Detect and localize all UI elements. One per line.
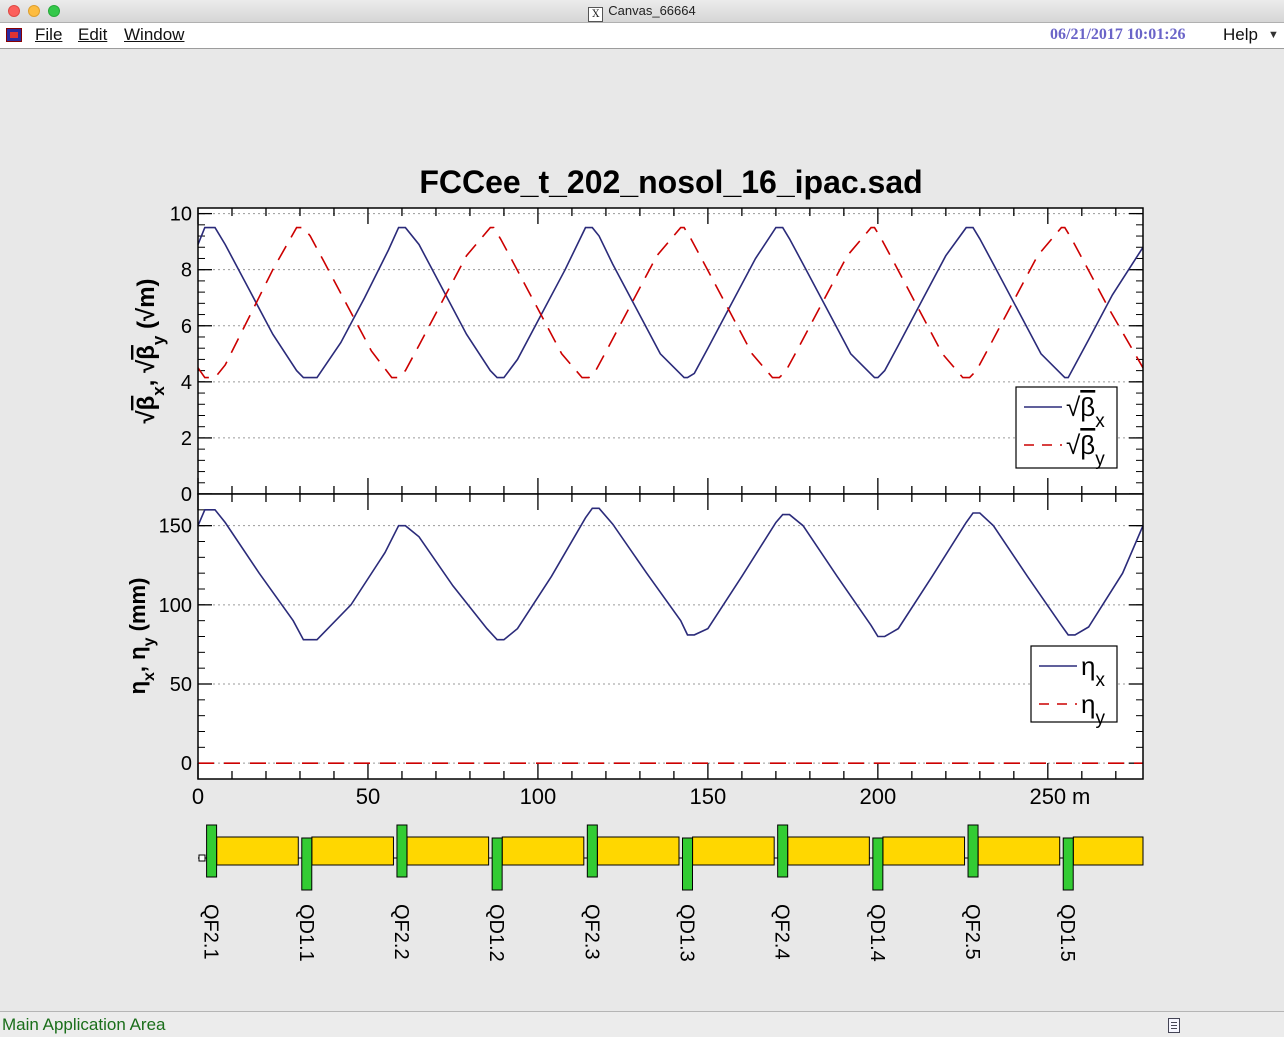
xtick-label: 250 (1029, 784, 1066, 809)
x11-icon: X (588, 7, 604, 22)
quadrupole-magnet (777, 824, 789, 878)
quadrupole-magnet (206, 824, 218, 878)
dipole-magnet (501, 836, 585, 866)
magnet-label: QD1.3 (675, 904, 697, 962)
zoom-window-button[interactable] (48, 5, 60, 17)
panel-2-ytick-label: 150 (159, 516, 192, 538)
menu-file[interactable]: File (35, 25, 63, 44)
legend-1-label-1: √βy (1066, 430, 1105, 470)
panel-1-ytick-label: 0 (181, 484, 192, 506)
panel-1-ytick-label: 8 (181, 260, 192, 282)
quadrupole-magnet (967, 824, 979, 878)
legend-2-label-1: ηy (1081, 689, 1105, 729)
magnet-label: QF2.5 (961, 904, 983, 960)
panel-2-frame (197, 493, 1144, 780)
x-axis-unit-label: m (1072, 784, 1090, 809)
panel-1-ylabel: √βx, √βy (√m) (133, 278, 168, 423)
menu-edit[interactable]: Edit (78, 25, 108, 44)
status-bar: Main Application Area (0, 1011, 1284, 1037)
panel-1-ytick-label: 4 (181, 372, 192, 394)
magnet-label: QD1.1 (295, 904, 317, 962)
magnet-label: QD1.2 (485, 904, 507, 962)
magnet-label: QF2.1 (200, 904, 222, 960)
panel-1-ytick-label: 2 (181, 428, 192, 450)
panel-2-series-x-line (197, 507, 1144, 641)
dipole-magnet (1072, 836, 1144, 866)
panel-2-ylabel: ηx, ηy (mm) (125, 578, 158, 695)
root-app-icon[interactable] (6, 28, 22, 42)
quadrupole-magnet (396, 824, 408, 878)
document-icon[interactable] (1168, 1018, 1180, 1033)
panel-1-series-x-line (197, 226, 1144, 379)
dipole-magnet (977, 836, 1061, 866)
xtick-label: 0 (192, 784, 204, 809)
dipole-magnet (692, 836, 775, 866)
lattice-marker (198, 854, 206, 862)
menu-window[interactable]: Window (124, 25, 185, 44)
legend-2-label-0: ηx (1081, 651, 1105, 691)
chart-title: FCCee_t_202_nosol_16_ipac.sad (419, 164, 922, 200)
panel-1-ytick-label: 10 (170, 204, 192, 226)
magnet-label: QF2.2 (390, 904, 412, 960)
magnet-label: QD1.5 (1056, 904, 1078, 962)
dipole-magnet (406, 836, 490, 866)
panel-1-background (198, 208, 1143, 494)
panel-2-ytick-label: 0 (181, 753, 192, 775)
quadrupole-magnet (1062, 837, 1074, 891)
legend-1-label-0: √βx (1066, 392, 1105, 432)
quadrupole-magnet (681, 837, 693, 891)
quadrupole-magnet (872, 837, 884, 891)
xtick-label: 50 (356, 784, 380, 809)
window-title-area: X Canvas_66664 (0, 3, 1284, 22)
dipole-magnet (311, 836, 394, 866)
quadrupole-magnet (491, 837, 503, 891)
dipole-magnet (787, 836, 870, 866)
dipole-magnet (882, 836, 966, 866)
magnet-label: QD1.4 (866, 904, 888, 962)
quadrupole-magnet (586, 824, 598, 878)
chevron-down-icon[interactable]: ▼ (1268, 29, 1279, 41)
xtick-label: 150 (690, 784, 727, 809)
panel-1-ytick-label: 6 (181, 316, 192, 338)
magnet-label: QF2.3 (580, 904, 602, 960)
window-title: Canvas_66664 (608, 3, 696, 18)
datetime-display: 06/21/2017 10:01:26 (1050, 26, 1186, 43)
quadrupole-magnet (301, 837, 313, 891)
panel-2-ytick-label: 50 (170, 674, 192, 696)
panel-2-background (198, 494, 1143, 779)
status-text: Main Application Area (2, 1015, 166, 1034)
magnet-label: QF2.4 (771, 904, 793, 960)
panel-1-series-y-line (197, 226, 1144, 379)
panel-2-ytick-label: 100 (159, 595, 192, 617)
legend-2-box (1030, 645, 1118, 723)
menubar: File Edit Window 06/21/2017 10:01:26 Hel… (0, 23, 1284, 49)
xtick-label: 100 (520, 784, 557, 809)
minimize-window-button[interactable] (28, 5, 40, 17)
window-titlebar: X Canvas_66664 (0, 0, 1284, 23)
menu-help[interactable]: Help (1223, 25, 1258, 44)
dipole-magnet (216, 836, 299, 866)
close-window-button[interactable] (8, 5, 20, 17)
legend-1-box (1015, 386, 1118, 469)
dipole-magnet (596, 836, 680, 866)
xtick-label: 200 (859, 784, 896, 809)
